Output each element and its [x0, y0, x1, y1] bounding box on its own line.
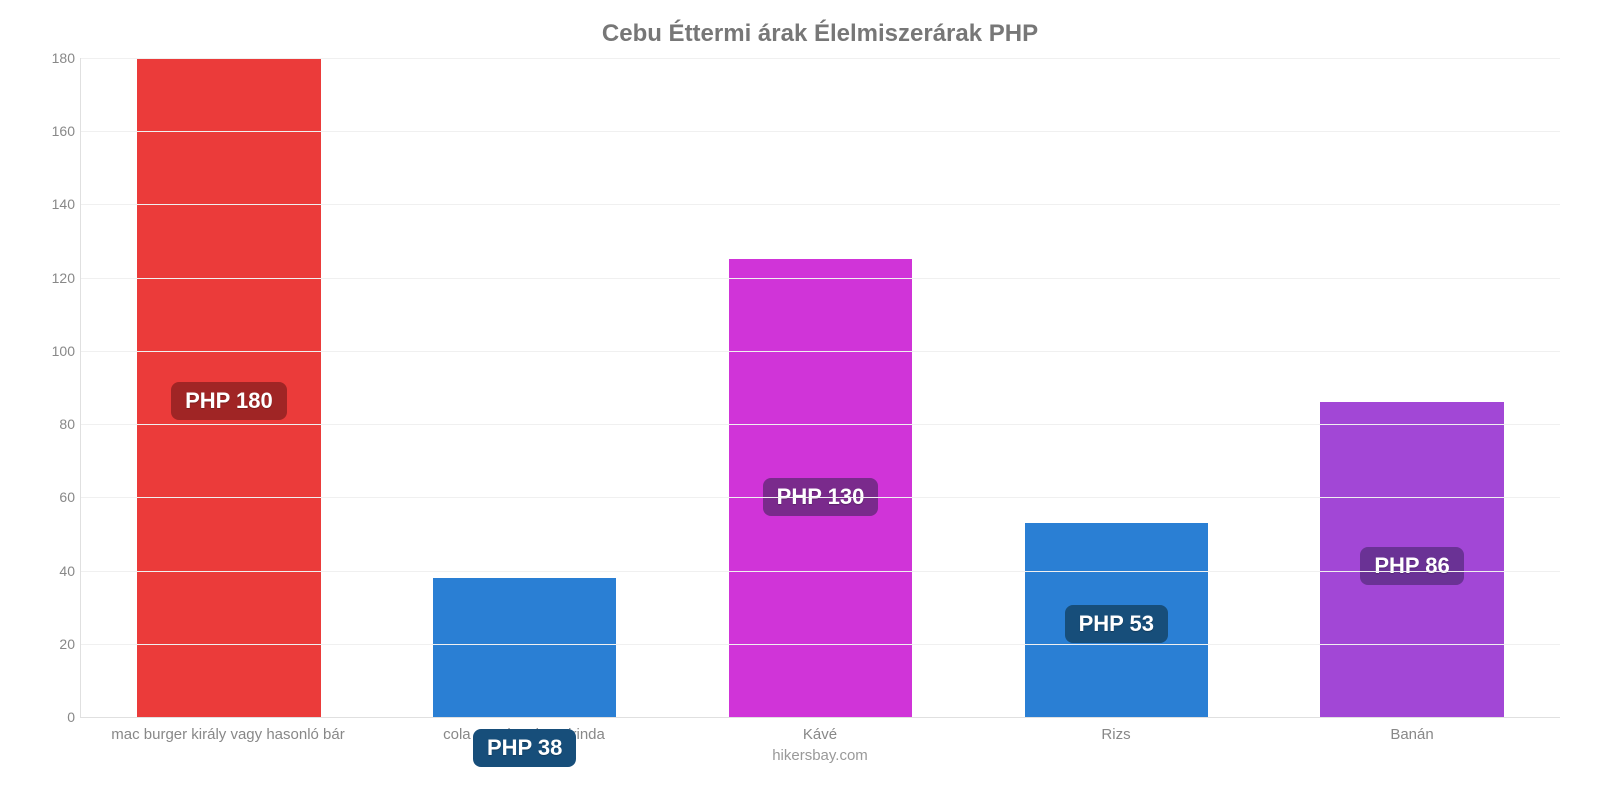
bar-value-label: PHP 53 — [1065, 605, 1168, 643]
gridline — [81, 58, 1560, 59]
gridline — [81, 571, 1560, 572]
y-tick-label: 20 — [41, 636, 75, 652]
gridline — [81, 351, 1560, 352]
gridline — [81, 644, 1560, 645]
y-tick-label: 60 — [41, 489, 75, 505]
y-tick-label: 140 — [41, 196, 75, 212]
bar-slot: PHP 180 — [81, 58, 377, 717]
y-tick-label: 80 — [41, 416, 75, 432]
bar-slot: PHP 53 — [968, 58, 1264, 717]
plot-area: PHP 180PHP 38PHP 130PHP 53PHP 86 0204060… — [80, 58, 1560, 718]
gridline — [81, 424, 1560, 425]
y-tick-label: 120 — [41, 270, 75, 286]
bar-slot: PHP 38 — [377, 58, 673, 717]
x-axis-label: Kávé — [672, 726, 968, 743]
bar: PHP 38 — [433, 578, 616, 717]
x-axis-label: mac burger király vagy hasonló bár — [80, 726, 376, 743]
chart-footer: hikersbay.com — [80, 747, 1560, 764]
gridline — [81, 497, 1560, 498]
bar-slot: PHP 86 — [1264, 58, 1560, 717]
y-tick-label: 100 — [41, 343, 75, 359]
gridline — [81, 131, 1560, 132]
y-tick-label: 40 — [41, 563, 75, 579]
bar-value-label: PHP 86 — [1360, 547, 1463, 585]
gridline — [81, 204, 1560, 205]
y-tick-label: 180 — [41, 50, 75, 66]
x-axis-label: Banán — [1264, 726, 1560, 743]
bar-value-label: PHP 180 — [171, 382, 287, 420]
bar: PHP 86 — [1320, 402, 1503, 717]
x-axis-label: Rizs — [968, 726, 1264, 743]
y-tick-label: 160 — [41, 123, 75, 139]
x-axis-labels: mac burger király vagy hasonló bárcola p… — [80, 726, 1560, 743]
chart-container: Cebu Éttermi árak Élelmiszerárak PHP PHP… — [0, 0, 1600, 800]
bar: PHP 180 — [137, 58, 320, 717]
gridline — [81, 278, 1560, 279]
y-tick-label: 0 — [41, 709, 75, 725]
bar-slot: PHP 130 — [673, 58, 969, 717]
bar-value-label: PHP 38 — [473, 729, 576, 767]
bar: PHP 130 — [729, 259, 912, 717]
chart-title: Cebu Éttermi árak Élelmiszerárak PHP — [80, 20, 1560, 48]
bars-group: PHP 180 PHP 38 PHP 130 PHP 53 PHP 86 — [81, 58, 1560, 717]
bar: PHP 53 — [1025, 523, 1208, 717]
